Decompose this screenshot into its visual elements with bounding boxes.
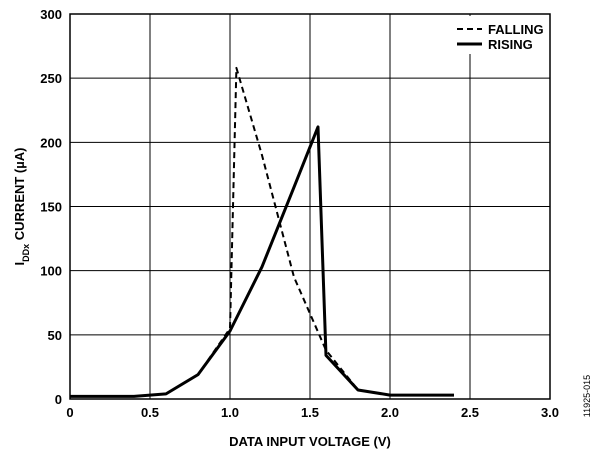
y-tick-label: 200: [40, 135, 62, 150]
x-tick-labels: 0 0.5 1.0 1.5 2.0 2.5 3.0: [66, 405, 559, 420]
x-tick-label: 0.5: [141, 405, 159, 420]
figure-id: 11925-015: [582, 375, 592, 417]
legend-background: [452, 16, 548, 54]
plot-frame: [69, 13, 551, 400]
x-tick-label: 0: [66, 405, 73, 420]
y-tick-label: 100: [40, 264, 62, 279]
grid: [70, 14, 550, 399]
x-tick-label: 2.5: [461, 405, 479, 420]
y-axis-title-prefix: I: [12, 262, 27, 266]
x-tick-label: 2.0: [381, 405, 399, 420]
y-tick-label: 250: [40, 71, 62, 86]
x-tick-label: 3.0: [541, 405, 559, 420]
y-axis-title-subscript: DDx: [21, 244, 31, 262]
y-tick-label: 150: [40, 200, 62, 215]
series-line-rising: [70, 125, 454, 398]
series-line-falling: [70, 66, 454, 398]
x-tick-label: 1.5: [301, 405, 319, 420]
legend-label-rising: RISING: [488, 37, 533, 52]
y-axis-title-suffix: CURRENT (µA): [12, 148, 27, 244]
x-axis-title: DATA INPUT VOLTAGE (V): [229, 434, 391, 449]
y-tick-label: 0: [55, 392, 62, 407]
legend-label-falling: FALLING: [488, 22, 544, 37]
x-tick-label: 1.0: [221, 405, 239, 420]
y-axis-title: IDDx CURRENT (µA): [12, 148, 31, 266]
y-tick-labels: 0 50 100 150 200 250 300: [40, 7, 62, 407]
y-tick-label: 300: [40, 7, 62, 22]
series-layer: [70, 66, 454, 398]
y-tick-label: 50: [48, 328, 62, 343]
